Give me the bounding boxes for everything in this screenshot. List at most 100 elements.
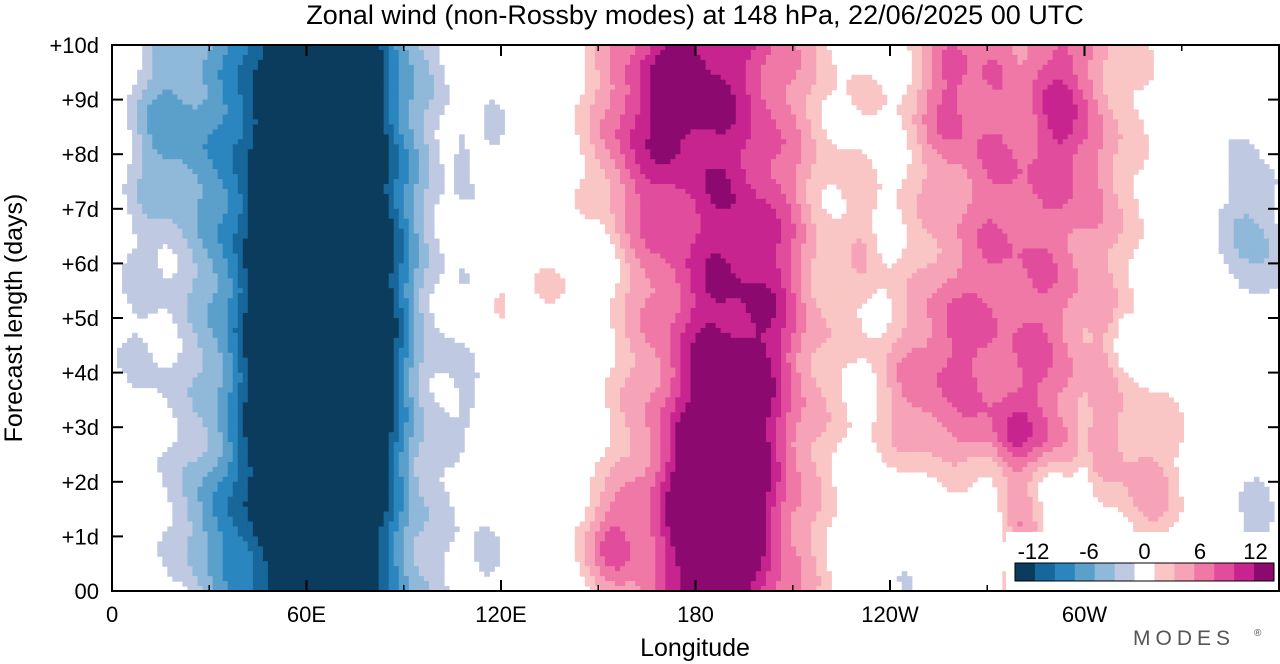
heat-cell [987,69,993,76]
heat-cell [1072,129,1079,135]
heat-cell [695,174,702,180]
heat-cell [172,159,178,165]
heat-cell [589,54,596,61]
heat-cell [952,164,958,170]
heat-cell [640,49,646,56]
heat-cell [745,45,752,51]
heat-cell [207,109,214,116]
heat-cell [363,134,370,140]
heat-cell [408,149,415,155]
heat-cell [257,69,264,76]
heat-cell [1113,129,1119,135]
heat-cell [630,179,636,185]
heat-cell [710,45,717,51]
heat-cell [247,139,254,145]
heat-cell [1012,124,1019,130]
heat-cell [1042,149,1049,155]
heat-cell [620,99,626,106]
heat-cell [1027,188,1034,195]
heat-cell [172,104,178,111]
heat-cell [675,99,682,106]
heat-cell [398,49,405,56]
heat-cell [1062,94,1069,101]
heat-cell [685,104,692,111]
heat-cell [272,159,279,165]
heat-cell [660,159,666,165]
heat-cell [655,104,661,111]
heat-cell [931,99,938,106]
heat-cell [926,134,933,140]
heat-cell [574,114,581,121]
heat-cell [594,59,601,66]
heat-cell [599,154,606,160]
heat-cell [690,183,697,190]
heat-cell [982,89,988,96]
heat-cell [765,129,772,135]
heat-cell [132,119,138,126]
heat-cell [786,79,792,86]
heat-cell [635,49,641,56]
heat-cell [926,94,933,101]
heat-cell [685,139,692,145]
heat-cell [252,183,259,190]
heat-cell [715,104,722,111]
heat-cell [308,183,314,190]
heat-cell [348,139,355,145]
heat-cell [252,69,259,76]
heat-cell [489,114,495,121]
heat-cell [1027,154,1034,160]
heat-cell [599,169,606,175]
heat-cell [1092,169,1099,175]
heat-cell [127,188,133,195]
heat-cell [655,154,661,160]
heat-cell [906,183,913,190]
heat-cell [1067,183,1074,190]
heat-cell [730,159,737,165]
heat-cell [393,74,400,81]
heat-cell [635,94,641,101]
heat-cell [660,49,666,56]
heat-cell [1012,104,1019,111]
heat-cell [1123,84,1129,91]
heat-cell [1243,159,1250,165]
heat-cell [670,64,676,71]
heat-cell [212,49,219,56]
heat-cell [947,174,953,180]
heat-cell [1007,154,1013,160]
heat-cell [323,79,329,86]
heat-cell [1077,69,1084,76]
heat-cell [625,149,631,155]
heat-cell [655,159,661,165]
heat-cell [936,149,943,155]
heat-cell [630,94,636,101]
heat-cell [982,99,988,106]
heat-cell [348,134,355,140]
heat-cell [388,114,395,121]
heat-cell [1253,169,1260,175]
heat-cell [791,183,797,190]
heat-cell [1057,109,1064,116]
heat-cell [640,159,646,165]
heat-cell [1253,159,1260,165]
heat-cell [625,188,631,195]
heat-cell [584,94,591,101]
heat-cell [323,169,329,175]
heat-cell [665,69,671,76]
heat-cell [680,188,687,195]
heat-cell [1273,179,1280,185]
heat-cell [635,164,641,170]
heat-cell [423,134,430,140]
heat-cell [428,84,435,91]
heat-cell [187,104,194,111]
heat-cell [197,164,204,170]
heat-cell [675,149,682,155]
heat-cell [333,99,339,106]
heat-cell [267,69,274,76]
heat-cell [172,154,178,160]
heat-cell [941,89,948,96]
heat-cell [645,169,651,175]
heat-cell [735,69,742,76]
heat-cell [997,149,1003,155]
heat-cell [469,183,475,190]
heat-cell [1097,59,1104,66]
